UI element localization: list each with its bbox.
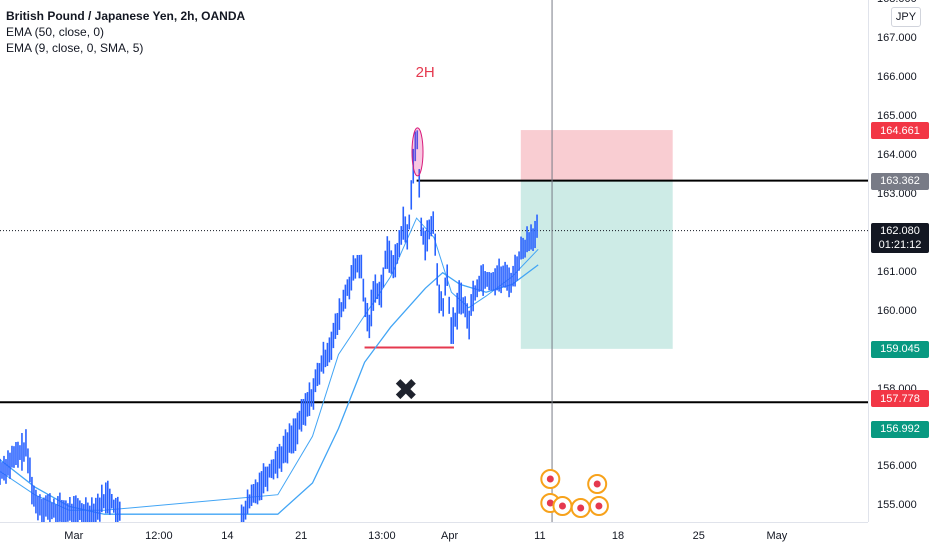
time-tick-label: May xyxy=(766,530,788,542)
price-tick-label: 164.000 xyxy=(877,148,917,161)
stop-loss-zone[interactable] xyxy=(520,130,673,181)
price-level-badge[interactable]: 157.778 xyxy=(871,390,929,408)
price-tick-label: 156.000 xyxy=(877,460,917,473)
price-level-badge[interactable]: 163.362 xyxy=(871,172,929,190)
price-tick-label: 163.000 xyxy=(877,187,917,200)
time-tick-label: 13:00 xyxy=(368,530,396,542)
time-tick-label: 21 xyxy=(295,530,308,542)
price-tick-label: 166.000 xyxy=(877,70,917,83)
economic-event-icon xyxy=(577,504,585,512)
currency-button[interactable]: JPY xyxy=(891,7,921,27)
peak-highlight-ellipse[interactable] xyxy=(411,127,424,177)
ema9-legend[interactable]: EMA (9, close, 0, SMA, 5) xyxy=(6,41,144,55)
price-level-badge[interactable]: 156.992 xyxy=(871,420,929,438)
symbol-title[interactable]: British Pound / Japanese Yen, 2h, OANDA xyxy=(6,9,246,23)
price-tick-label: 161.000 xyxy=(877,265,917,278)
time-tick-label: 25 xyxy=(692,530,705,542)
price-tick-label: 160.000 xyxy=(877,304,917,317)
bar-countdown: 01:21:12 xyxy=(878,238,922,251)
price-axis[interactable]: 155.000156.000157.000158.000159.000160.0… xyxy=(868,0,932,522)
time-axis[interactable]: Mar 12:00 14 21 13:00 Apr 11 18 25 May xyxy=(0,522,868,551)
time-tick-label: 14 xyxy=(221,530,234,542)
chart-plot-area[interactable]: British Pound / Japanese Yen, 2h, OANDA … xyxy=(0,0,868,522)
time-tick-label: 12:00 xyxy=(145,530,173,542)
price-tick-label: 167.000 xyxy=(877,31,917,44)
timeframe-annotation[interactable]: 2H xyxy=(415,64,435,81)
time-tick-label: 11 xyxy=(534,530,546,542)
ema50-legend[interactable]: EMA (50, close, 0) xyxy=(6,25,105,39)
economic-event-icon xyxy=(546,499,554,507)
current-price-value: 162.080 xyxy=(880,224,920,237)
economic-event-icon xyxy=(593,480,601,488)
time-tick-label: 18 xyxy=(611,530,625,542)
take-profit-zone[interactable] xyxy=(520,180,673,349)
economic-event-icon xyxy=(546,475,554,483)
price-level-badge[interactable]: 159.045 xyxy=(871,340,929,358)
current-price-badge[interactable]: 162.080 01:21:12 xyxy=(871,222,929,253)
price-chart[interactable] xyxy=(0,0,868,522)
price-tick-label: 168.000 xyxy=(877,0,917,5)
time-tick-label: Mar xyxy=(64,530,84,542)
invalid-cross-annotation[interactable]: ✖ xyxy=(393,374,419,408)
chart-legend: British Pound / Japanese Yen, 2h, OANDA … xyxy=(6,8,245,56)
time-tick-label: Apr xyxy=(441,530,459,542)
price-tick-label: 165.000 xyxy=(877,109,917,122)
price-tick-label: 155.000 xyxy=(877,499,917,512)
economic-event-icon xyxy=(558,502,566,510)
economic-event-icon xyxy=(595,502,603,510)
price-level-badge[interactable]: 164.661 xyxy=(871,122,929,140)
